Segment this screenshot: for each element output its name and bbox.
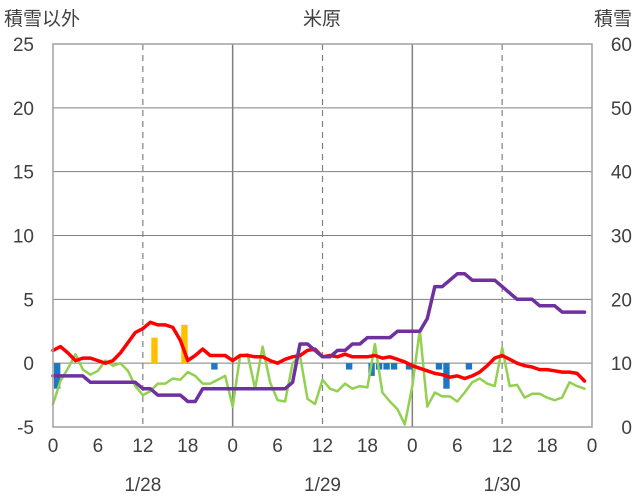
precip_bar-mark	[465, 363, 473, 370]
precip_bar-mark	[345, 363, 353, 370]
x-tick-label: 6	[452, 436, 463, 457]
x-tick-label: 0	[48, 436, 59, 457]
green_line-series-line	[51, 328, 586, 426]
right-tick-label: 50	[611, 99, 632, 120]
x-tick-label: 18	[357, 436, 378, 457]
left-tick-label: 20	[13, 99, 34, 120]
left-axis-ticks: 25 20 15 10 5 0 -5	[13, 35, 34, 439]
x-tick-label: 0	[227, 436, 238, 457]
right-axis-label: 積雪	[594, 8, 632, 30]
right-axis-ticks: 60 50 40 30 20 10 0	[611, 35, 632, 439]
date-labels: 1/28 1/29 1/30	[124, 475, 520, 496]
date-label: 1/28	[124, 475, 161, 496]
precip_bar-mark	[211, 363, 218, 370]
snow_depth-series-line	[51, 272, 587, 404]
left-axis-label: 積雪以外	[4, 8, 80, 30]
x-axis-ticks: 0 6 12 18 0 6 12 18 0 6 12 18 0	[48, 436, 598, 457]
x-tick-label: 6	[272, 436, 283, 457]
right-tick-label: 10	[611, 354, 632, 375]
plot-border	[52, 43, 593, 428]
left-tick-label: 10	[13, 227, 34, 248]
gridlines	[53, 43, 592, 428]
precip_bar-mark	[435, 363, 443, 370]
x-tick-label: 12	[132, 436, 153, 457]
x-tick-label: 18	[177, 436, 198, 457]
right-tick-label: 20	[611, 290, 632, 311]
x-tick-label: 6	[93, 436, 104, 457]
right-tick-label: 30	[611, 227, 632, 248]
left-tick-label: 25	[13, 35, 34, 56]
left-tick-label: 5	[23, 290, 34, 311]
snowfall_bar-mark	[181, 324, 188, 364]
left-tick-label: -5	[17, 418, 34, 439]
date-label: 1/29	[304, 475, 341, 496]
line-series	[51, 272, 587, 426]
right-tick-label: 0	[621, 418, 632, 439]
chart-title: 米原	[303, 8, 341, 30]
left-tick-label: 0	[23, 354, 34, 375]
precip_bar-mark	[405, 363, 413, 370]
x-tick-label: 0	[587, 436, 598, 457]
right-tick-label: 40	[611, 163, 632, 184]
x-tick-label: 18	[537, 436, 558, 457]
snowfall_bar-mark	[151, 337, 158, 364]
left-tick-label: 15	[13, 163, 34, 184]
date-label: 1/30	[484, 475, 521, 496]
x-tick-label: 12	[492, 436, 513, 457]
x-tick-label: 12	[312, 436, 333, 457]
x-tick-label: 0	[407, 436, 418, 457]
right-tick-label: 60	[611, 35, 632, 56]
precip_bar-mark	[383, 363, 390, 370]
precip_bar-mark	[390, 363, 398, 370]
